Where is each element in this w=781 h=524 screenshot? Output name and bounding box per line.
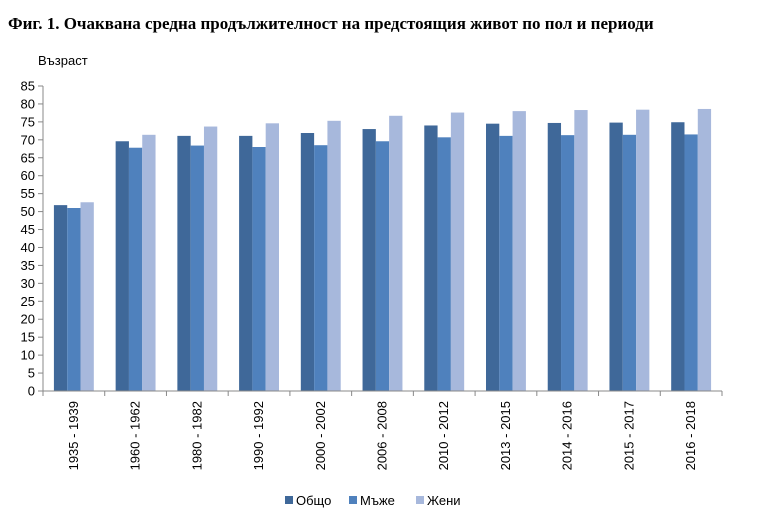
x-tick-label: 2015 - 2017: [621, 401, 636, 470]
x-tick-label: 1990 - 1992: [251, 401, 266, 470]
bar-Общо-2014-2016: [547, 122, 562, 391]
legend-swatch-Мъже: [349, 496, 357, 504]
y-tick-label: 25: [21, 294, 35, 309]
legend-label-Мъже: Мъже: [360, 493, 395, 508]
y-tick-label: 45: [21, 222, 35, 237]
bar-Мъже-2015-2017: [622, 134, 637, 392]
bar-Мъже-1960-1962: [128, 147, 143, 391]
y-tick-label: 20: [21, 312, 35, 327]
bar-Мъже-2013-2015: [499, 135, 513, 391]
bar-Общо-2006-2008: [362, 129, 376, 391]
x-tick-label: 1980 - 1982: [189, 401, 204, 470]
bar-Мъже-2010-2012: [437, 137, 451, 391]
bar-Общо-2000-2002: [300, 133, 315, 391]
bar-Общо-1990-1992: [239, 135, 253, 391]
bar-Жени-1980-1982: [203, 126, 218, 391]
bar-Мъже-2006-2008: [375, 141, 390, 391]
bar-Жени-2016-2018: [697, 108, 712, 391]
legend-label-Жени: Жени: [427, 493, 461, 508]
bar-Мъже-2014-2016: [561, 135, 575, 391]
x-tick-label: 2014 - 2016: [560, 401, 575, 470]
legend-swatch-Жени: [416, 496, 424, 504]
bar-Общо-1980-1982: [177, 135, 191, 391]
bar-Жени-1935-1939: [80, 202, 94, 391]
y-tick-label: 35: [21, 258, 35, 273]
bar-Мъже-2000-2002: [314, 145, 328, 391]
y-tick-label: 65: [21, 150, 35, 165]
bar-Жени-2014-2016: [574, 110, 588, 392]
y-tick-label: 15: [21, 330, 35, 345]
y-axis-ticks: 0 5 10 15 20 25 30 35 40 45 50 55 60 65 70 75 80 85: [21, 79, 43, 399]
x-tick-label: 2013 - 2015: [498, 401, 513, 470]
bar-Жени-2006-2008: [389, 115, 403, 392]
y-tick-label: 0: [28, 384, 35, 399]
y-tick-label: 80: [21, 96, 35, 111]
bars: [53, 108, 712, 392]
bar-Жени-1990-1992: [265, 123, 279, 391]
bar-Общо-2010-2012: [424, 125, 438, 392]
y-tick-label: 30: [21, 276, 35, 291]
legend-label-Общо: Общо: [296, 493, 331, 508]
y-tick-label: 55: [21, 186, 35, 201]
bar-Жени-1960-1962: [142, 134, 156, 392]
legend: Общо Мъже Жени: [285, 493, 461, 508]
y-tick-label: 50: [21, 204, 35, 219]
y-axis-label: Възраст: [38, 53, 88, 68]
bar-Мъже-1935-1939: [67, 208, 81, 391]
x-tick-label: 1935 - 1939: [66, 401, 81, 470]
y-tick-label: 85: [21, 79, 35, 94]
bar-Жени-2000-2002: [327, 120, 341, 392]
bar-Общо-1935-1939: [53, 205, 68, 391]
figure-title: Фиг. 1. Очаквана средна продължителност …: [8, 14, 654, 33]
y-tick-label: 70: [21, 132, 35, 147]
bar-Общо-2016-2018: [671, 122, 685, 391]
bar-Мъже-2016-2018: [684, 134, 698, 392]
x-tick-label: 1960 - 1962: [128, 401, 143, 470]
bar-Общо-2013-2015: [486, 123, 500, 392]
bar-Жени-2010-2012: [450, 112, 465, 391]
x-tick-label: 2006 - 2008: [375, 401, 390, 470]
x-tick-label: 2016 - 2018: [683, 401, 698, 470]
bar-Жени-2013-2015: [512, 111, 526, 391]
y-tick-label: 60: [21, 168, 35, 183]
y-tick-label: 5: [28, 366, 35, 381]
bar-Мъже-1980-1982: [190, 145, 204, 391]
bar-Общо-1960-1962: [115, 141, 129, 391]
x-axis-ticks: 1935 - 1939 1960 - 1962 1980 - 1982 1990 - …: [42, 391, 723, 470]
x-tick-label: 2000 - 2002: [313, 401, 328, 470]
bar-Мъже-1990-1992: [252, 147, 266, 391]
y-tick-label: 10: [21, 348, 35, 363]
bar-Жени-2015-2017: [636, 109, 650, 392]
y-tick-label: 40: [21, 240, 35, 255]
x-tick-label: 2010 - 2012: [436, 401, 451, 470]
y-tick-label: 75: [21, 114, 35, 129]
bar-Общо-2015-2017: [609, 122, 623, 391]
legend-swatch-Общо: [285, 496, 293, 504]
